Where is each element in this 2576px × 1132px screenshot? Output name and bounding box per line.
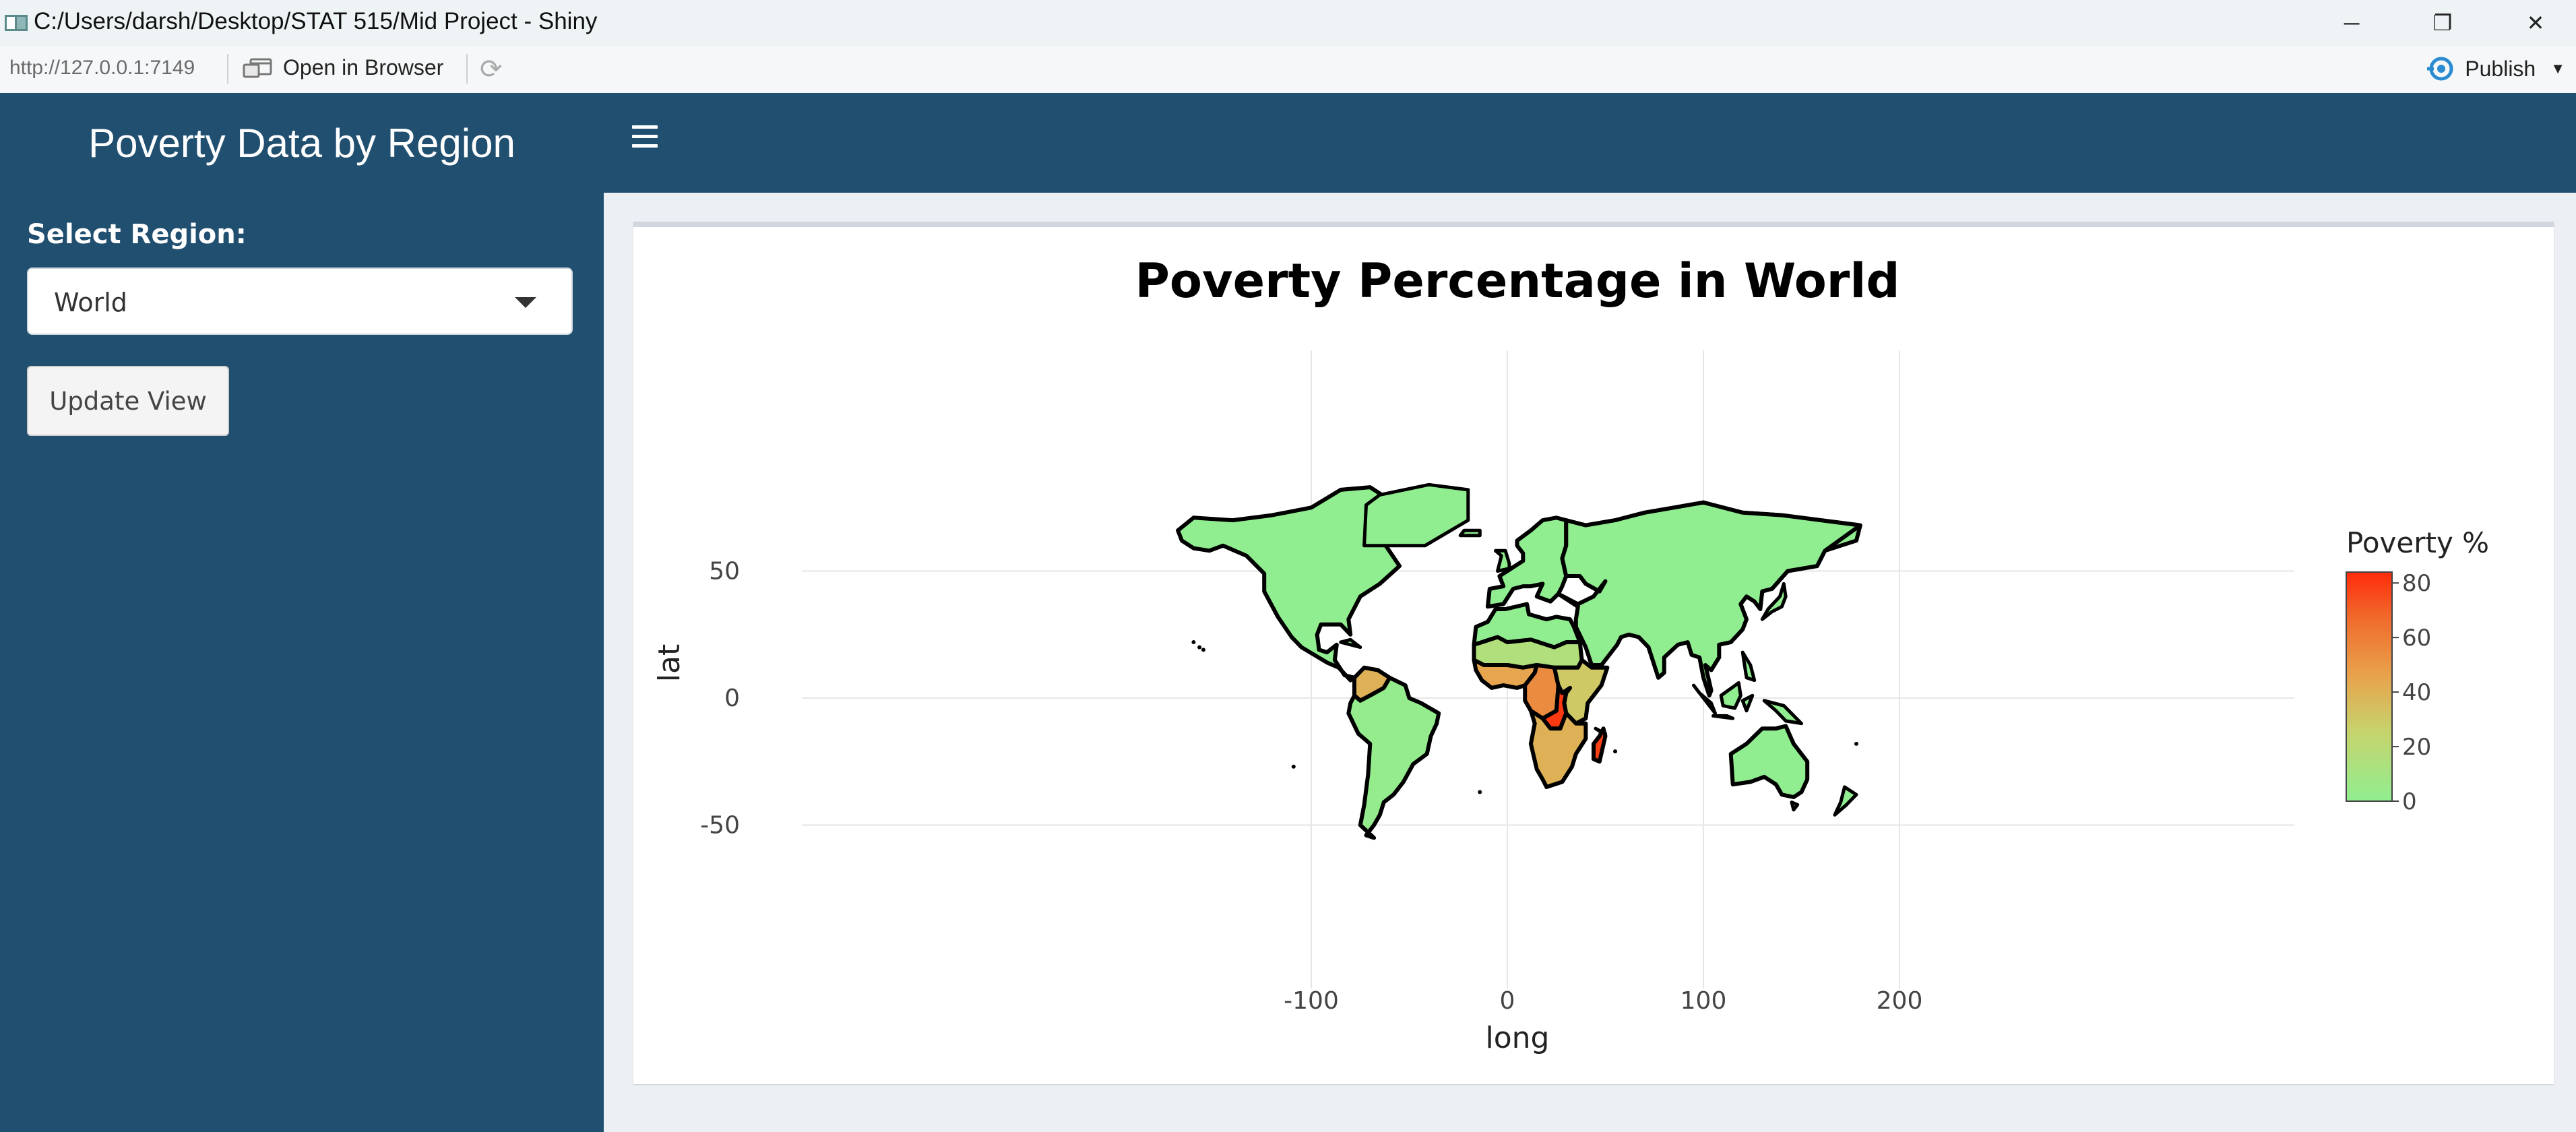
rstudio-app-icon [5, 15, 28, 31]
map-island [1762, 699, 1803, 726]
caret-down-icon [515, 297, 536, 308]
colorbar-tick-label: 60 [2402, 625, 2431, 652]
y-tick-label: 50 [709, 558, 740, 586]
map-island [1790, 800, 1800, 812]
colorbar [2346, 571, 2393, 802]
refresh-icon[interactable]: ⟳ [480, 55, 503, 84]
update-view-button[interactable]: Update View [27, 366, 229, 436]
map-dot [1201, 648, 1205, 652]
dashboard-logo: Poverty Data by Region [0, 93, 604, 193]
map-island [1339, 637, 1362, 650]
map-island [1594, 726, 1607, 736]
region-select-value: World [54, 288, 127, 317]
publish-icon [2427, 57, 2453, 81]
minimize-button[interactable]: ─ [2344, 10, 2360, 35]
map-dot [1197, 645, 1202, 650]
window-title: C:/Users/darsh/Desktop/STAT 515/Mid Proj… [34, 8, 598, 34]
colorbar-tick-label: 20 [2402, 734, 2431, 761]
map-island [1494, 548, 1511, 573]
x-tick-label: 100 [1680, 987, 1727, 1015]
map-region [1556, 500, 1862, 698]
x-axis-label: long [1486, 1021, 1550, 1055]
map-island [1833, 785, 1858, 817]
toolbar-divider [227, 54, 228, 84]
url-text[interactable]: http://127.0.0.1:7149 [9, 57, 195, 79]
publish-label: Publish [2465, 56, 2536, 81]
map-dot [1613, 749, 1618, 754]
axis-ticks: -100 0 100 200 50 0 -50 [700, 558, 1922, 1015]
close-button[interactable]: ✕ [2526, 11, 2545, 35]
map-dot [1854, 741, 1858, 746]
x-tick-label: 0 [1500, 987, 1515, 1015]
page-title: Poverty Data by Region [88, 120, 515, 166]
publish-button[interactable]: Publish ▼ [2426, 55, 2565, 82]
x-tick-label: -100 [1284, 987, 1339, 1015]
map-island [1740, 693, 1755, 713]
map-island [1760, 581, 1788, 621]
map-region [1528, 708, 1588, 789]
legend-title: Poverty % [2346, 526, 2489, 559]
colorbar-tick-label: 0 [2402, 788, 2417, 815]
map-region [1592, 726, 1608, 764]
map-dot [1291, 764, 1296, 769]
map-island [1458, 528, 1482, 538]
map-land [1176, 482, 1862, 840]
chart-title: Poverty Percentage in World [1135, 253, 1900, 309]
map-island [1740, 650, 1757, 683]
y-tick-label: -50 [700, 812, 740, 840]
y-tick-label: 0 [724, 685, 740, 712]
colorbar-ticks: 80 60 40 20 0 [2392, 570, 2431, 815]
poverty-map-chart[interactable]: Poverty Percentage in World -100 0 100 2005… [633, 227, 2554, 1079]
colorbar-tick-label: 80 [2402, 570, 2431, 597]
viewer-toolbar: http://127.0.0.1:7149 Open in Browser ⟳ … [0, 46, 2576, 95]
toolbar-divider [466, 54, 468, 84]
sidebar-toggle-icon[interactable] [632, 125, 659, 152]
y-axis-label: lat [652, 644, 687, 682]
dashboard-header [0, 93, 2576, 193]
map-dot [1191, 640, 1196, 645]
map-island [1362, 482, 1470, 548]
open-browser-icon [243, 58, 272, 77]
region-select[interactable]: World [27, 268, 573, 335]
colorbar-tick-label: 40 [2402, 679, 2431, 706]
map-island [1692, 683, 1717, 716]
window-titlebar: C:/Users/darsh/Desktop/STAT 515/Mid Proj… [0, 0, 2576, 46]
map-region [1176, 485, 1402, 683]
maximize-button[interactable]: ❐ [2432, 11, 2453, 35]
map-island [1719, 681, 1742, 710]
map-island [1711, 714, 1735, 720]
open-in-browser-button[interactable]: Open in Browser [243, 55, 443, 80]
select-region-label: Select Region: [27, 219, 247, 250]
map-dot [1478, 790, 1482, 794]
map-region [1728, 724, 1810, 799]
open-in-browser-label: Open in Browser [283, 55, 444, 80]
map-region [1552, 658, 1610, 726]
sidebar [0, 193, 604, 1132]
chevron-down-icon[interactable]: ▼ [2550, 60, 2565, 77]
map-region [1346, 675, 1441, 840]
x-tick-label: 200 [1877, 987, 1923, 1015]
